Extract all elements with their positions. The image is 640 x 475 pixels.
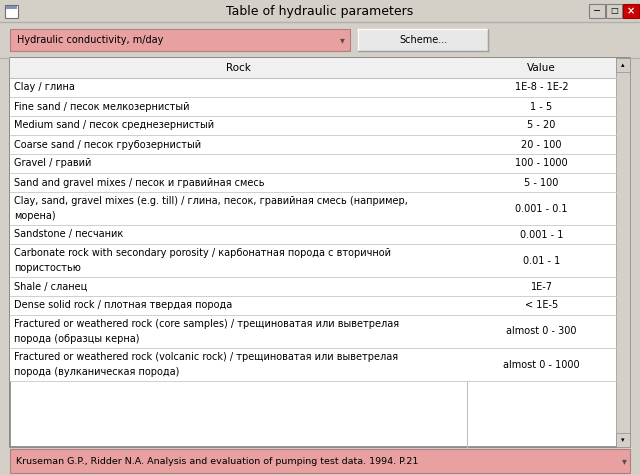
Text: Sandstone / песчаник: Sandstone / песчаник bbox=[14, 229, 124, 239]
Bar bbox=[467, 154, 616, 173]
Bar bbox=[467, 97, 616, 116]
Bar bbox=[10, 296, 467, 315]
Text: □: □ bbox=[610, 7, 618, 16]
Text: ▴: ▴ bbox=[621, 62, 625, 68]
Text: ▾: ▾ bbox=[621, 456, 627, 466]
Bar bbox=[10, 58, 630, 447]
Text: 100 - 1000: 100 - 1000 bbox=[515, 159, 568, 169]
Bar bbox=[467, 244, 616, 277]
Bar bbox=[616, 58, 630, 72]
Text: Clay, sand, gravel mixes (e.g. till) / глина, песок, гравийная смесь (например,: Clay, sand, gravel mixes (e.g. till) / г… bbox=[14, 196, 408, 206]
Text: Carbonate rock with secondary porosity / карбонатная порода с вторичной: Carbonate rock with secondary porosity /… bbox=[14, 248, 391, 258]
Text: almost 0 - 1000: almost 0 - 1000 bbox=[503, 360, 580, 370]
Text: Sand and gravel mixes / песок и гравийная смесь: Sand and gravel mixes / песок и гравийна… bbox=[14, 178, 264, 188]
Bar bbox=[358, 29, 488, 51]
Text: 20 - 100: 20 - 100 bbox=[521, 140, 562, 150]
Text: 5 - 20: 5 - 20 bbox=[527, 121, 556, 131]
Text: 0.01 - 1: 0.01 - 1 bbox=[523, 256, 560, 266]
Text: 1E-8 - 1E-2: 1E-8 - 1E-2 bbox=[515, 83, 568, 93]
Bar bbox=[467, 78, 616, 97]
Text: пористостью: пористостью bbox=[14, 264, 81, 274]
Bar bbox=[467, 315, 616, 348]
Text: Medium sand / песок среднезернистый: Medium sand / песок среднезернистый bbox=[14, 121, 214, 131]
Text: Fine sand / песок мелкозернистый: Fine sand / песок мелкозернистый bbox=[14, 102, 189, 112]
Bar bbox=[467, 173, 616, 192]
Text: порода (образцы керна): порода (образцы керна) bbox=[14, 334, 140, 344]
Bar bbox=[467, 296, 616, 315]
Text: < 1E-5: < 1E-5 bbox=[525, 301, 558, 311]
Bar bbox=[623, 4, 639, 18]
Bar bbox=[467, 116, 616, 135]
Bar bbox=[589, 4, 605, 18]
Text: порода (вулканическая порода): порода (вулканическая порода) bbox=[14, 368, 179, 378]
Text: морена): морена) bbox=[14, 211, 56, 221]
Text: Table of hydraulic parameters: Table of hydraulic parameters bbox=[227, 4, 413, 18]
Bar bbox=[10, 97, 467, 116]
Bar bbox=[6, 6, 17, 9]
Bar bbox=[10, 244, 467, 277]
Text: 0.001 - 0.1: 0.001 - 0.1 bbox=[515, 203, 568, 213]
Bar bbox=[0, 22, 640, 58]
Text: Value: Value bbox=[527, 63, 556, 73]
Text: Shale / сланец: Shale / сланец bbox=[14, 282, 88, 292]
Bar bbox=[10, 225, 467, 244]
Bar bbox=[10, 315, 467, 348]
Text: Fractured or weathered rock (core samples) / трещиноватая или выветрелая: Fractured or weathered rock (core sample… bbox=[14, 319, 399, 329]
Bar bbox=[10, 29, 350, 51]
Bar bbox=[10, 116, 467, 135]
Text: −: − bbox=[593, 6, 601, 16]
Bar bbox=[5, 5, 18, 18]
Bar bbox=[0, 447, 640, 475]
Text: ▾: ▾ bbox=[340, 35, 344, 45]
Bar bbox=[10, 135, 467, 154]
Text: 5 - 100: 5 - 100 bbox=[524, 178, 559, 188]
Bar bbox=[467, 277, 616, 296]
Text: ×: × bbox=[627, 6, 635, 16]
Bar bbox=[10, 348, 467, 381]
Text: Scheme...: Scheme... bbox=[399, 35, 447, 45]
Text: Clay / глина: Clay / глина bbox=[14, 83, 75, 93]
Text: Gravel / гравий: Gravel / гравий bbox=[14, 159, 92, 169]
Bar bbox=[10, 58, 467, 78]
Bar bbox=[467, 192, 616, 225]
Text: Kruseman G.P., Ridder N.A. Analysis and evaluation of pumping test data. 1994. P: Kruseman G.P., Ridder N.A. Analysis and … bbox=[16, 456, 419, 466]
Bar bbox=[10, 173, 467, 192]
Bar bbox=[10, 277, 467, 296]
Bar bbox=[616, 433, 630, 447]
Bar bbox=[616, 58, 630, 447]
Bar bbox=[467, 135, 616, 154]
Bar bbox=[467, 58, 616, 78]
Bar bbox=[467, 348, 616, 381]
Text: 0.001 - 1: 0.001 - 1 bbox=[520, 229, 563, 239]
Text: ▾: ▾ bbox=[621, 437, 625, 443]
Text: Dense solid rock / плотная твердая порода: Dense solid rock / плотная твердая пород… bbox=[14, 301, 232, 311]
Text: 1E-7: 1E-7 bbox=[531, 282, 552, 292]
Bar bbox=[10, 154, 467, 173]
Text: almost 0 - 300: almost 0 - 300 bbox=[506, 326, 577, 336]
Text: Hydraulic conductivity, m/day: Hydraulic conductivity, m/day bbox=[17, 35, 163, 45]
Bar bbox=[0, 0, 640, 22]
Text: Rock: Rock bbox=[226, 63, 251, 73]
Bar bbox=[467, 225, 616, 244]
Bar bbox=[606, 4, 622, 18]
Text: 1 - 5: 1 - 5 bbox=[531, 102, 552, 112]
Bar bbox=[10, 449, 630, 473]
Bar bbox=[10, 192, 467, 225]
Bar bbox=[10, 78, 467, 97]
Text: Fractured or weathered rock (volcanic rock) / трещиноватая или выветрелая: Fractured or weathered rock (volcanic ro… bbox=[14, 352, 398, 362]
Text: Coarse sand / песок грубозернистый: Coarse sand / песок грубозернистый bbox=[14, 140, 201, 150]
